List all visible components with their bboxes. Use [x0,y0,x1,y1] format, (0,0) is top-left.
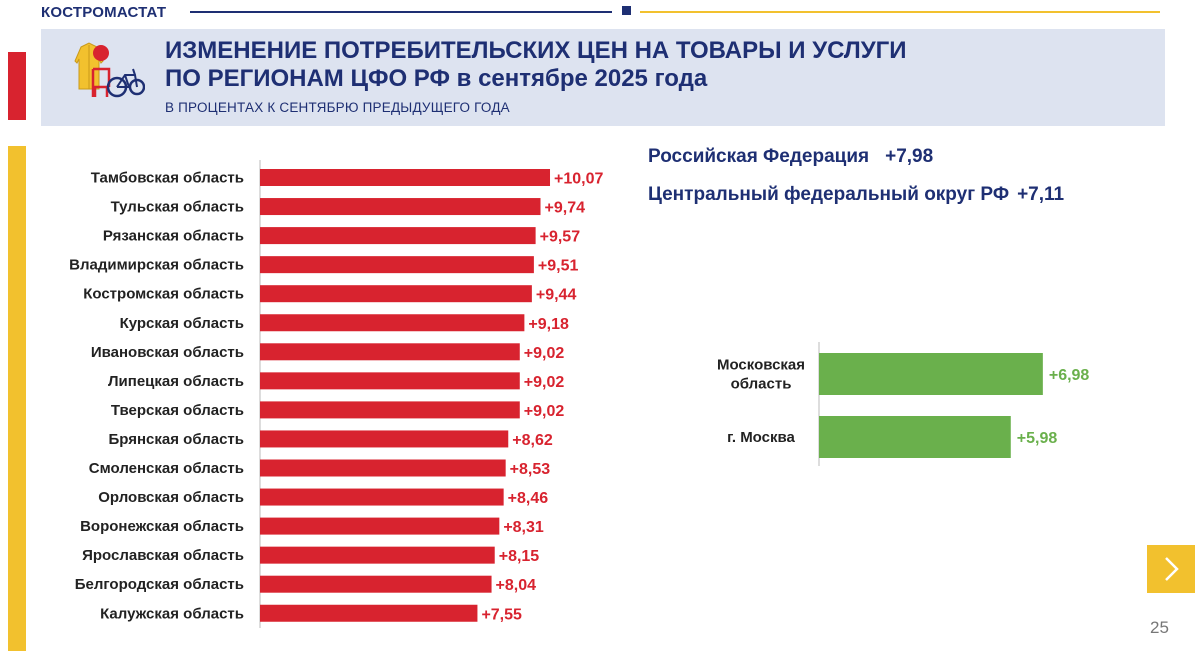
value-label: +8,46 [508,490,549,507]
header-panel: ИЗМЕНЕНИЕ ПОТРЕБИТЕЛЬСКИХ ЦЕН НА ТОВАРЫ … [41,29,1165,126]
category-label: Воронежская область [80,518,244,535]
category-label: Орловская область [98,489,244,506]
bar-10 [260,430,509,448]
brand-name: КОСТРОМАСТАТ [41,4,167,21]
next-slide-button[interactable] [1147,545,1195,593]
brand-divider [190,11,612,13]
value-label: +7,55 [481,606,522,623]
value-label: +8,04 [496,577,537,594]
summary-cfo: Центральный федеральный округ РФ +7,11 [648,184,1064,206]
category-label: Московская [717,357,805,374]
value-label: +8,31 [503,519,544,536]
chevron-right-icon [1165,557,1179,581]
left-accent-gold [8,146,26,651]
category-label: область [731,376,792,393]
category-label: Брянская область [108,431,244,448]
summary-cfo-label: Центральный федеральный округ РФ [648,184,1010,205]
value-label: +5,98 [1017,430,1058,447]
bar-9 [260,401,520,419]
summary-cfo-value: +7,11 [1017,184,1065,205]
bar-green-2 [819,416,1011,458]
bar-1 [260,169,551,186]
category-label: Курская область [120,315,244,332]
category-label: Тульская область [111,199,244,216]
consumer-goods-icon [74,42,145,98]
value-label: +9,02 [524,374,565,391]
value-label: +9,18 [528,316,569,333]
category-label: Костромская область [83,286,244,303]
value-label: +8,53 [510,461,551,478]
bar-3 [260,227,536,245]
value-label: +6,98 [1049,367,1090,384]
left-accent-red [8,52,26,120]
value-label: +9,02 [524,345,565,362]
bar-4 [260,256,534,274]
page-title: ИЗМЕНЕНИЕ ПОТРЕБИТЕЛЬСКИХ ЦЕН НА ТОВАРЫ … [165,37,907,93]
value-label: +9,57 [540,229,581,246]
title-line-1: ИЗМЕНЕНИЕ ПОТРЕБИТЕЛЬСКИХ ЦЕН НА ТОВАРЫ … [165,37,907,64]
category-label: Ивановская область [91,344,244,361]
page-subtitle: В ПРОЦЕНТАХ К СЕНТЯБРЮ ПРЕДЫДУЩЕГО ГОДА [165,100,510,115]
category-label: Тамбовская область [91,170,244,187]
bar-2 [260,198,541,216]
category-label: Липецкая область [108,373,244,390]
value-label: +9,02 [524,403,565,420]
bar-green-1 [819,353,1043,395]
category-label: Калужская область [100,605,244,622]
brand-divider-gold [640,11,1160,13]
brand-square-marker [622,6,631,15]
page-number: 25 [1150,618,1169,637]
category-label: Владимирская область [69,257,244,274]
bar-7 [260,343,520,361]
summary-rf-label: Российская Федерация [648,146,870,167]
bar-15 [260,575,492,593]
summary-rf-value: +7,98 [885,146,934,167]
bar-13 [260,517,500,535]
value-label: +9,44 [536,287,577,304]
category-label: г. Москва [727,429,795,446]
title-line-2: ПО РЕГИОНАМ ЦФО РФ в сентябре 2025 года [165,65,708,92]
category-label: Рязанская область [103,228,244,245]
value-label: +9,51 [538,258,579,275]
value-label: +9,74 [545,200,586,217]
category-label: Белгородская область [75,576,244,593]
bar-14 [260,546,495,564]
summary-rf: Российская Федерация +7,98 [648,146,933,168]
bar-8 [260,372,520,390]
category-label: Ярославская область [82,547,244,564]
bar-11 [260,459,506,477]
bar-6 [260,314,525,332]
bar-16 [260,604,478,622]
bar-12 [260,488,504,506]
category-label: Тверская область [111,402,244,419]
value-label: +10,07 [554,171,603,188]
value-label: +8,62 [512,432,553,449]
category-label: Смоленская область [89,460,244,477]
bar-5 [260,285,532,303]
value-label: +8,15 [499,548,540,565]
